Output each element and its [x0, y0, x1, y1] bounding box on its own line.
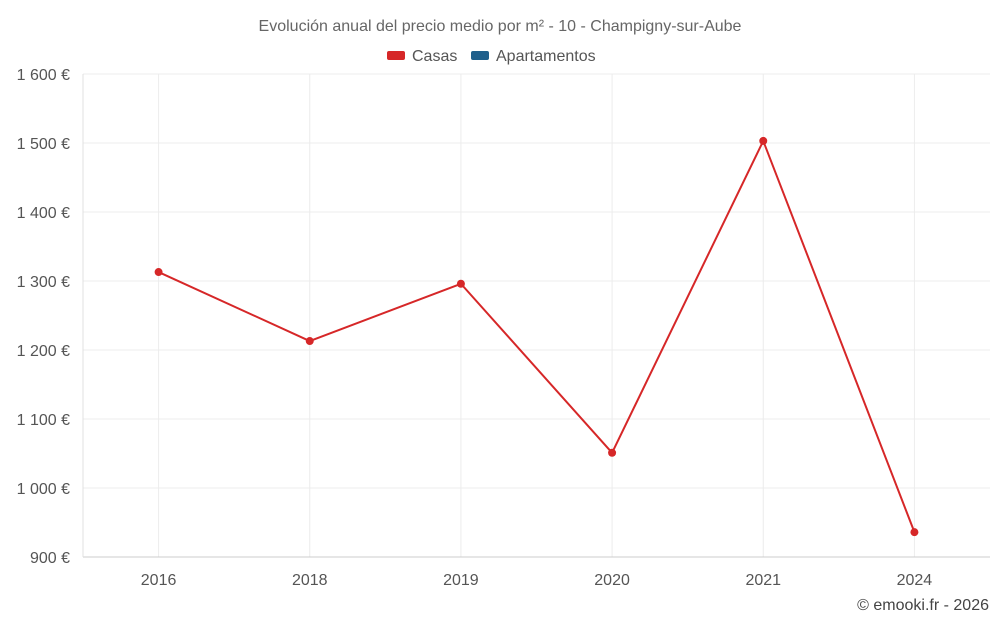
y-tick-label: 1 200 €: [17, 343, 70, 360]
legend-item-apartamentos[interactable]: Apartamentos: [471, 48, 596, 65]
data-point-casas[interactable]: [608, 448, 617, 457]
axes: [82, 74, 990, 558]
legend-swatch-casas: [387, 51, 405, 60]
y-axis-labels: 900 € 1 000 € 1 100 € 1 200 € 1 300 € 1 400 €…: [17, 67, 70, 567]
legend-item-casas[interactable]: Casas: [387, 48, 457, 65]
x-axis-labels: 2016 2018 2019 2020 2021 2024: [141, 572, 933, 589]
data-point-casas[interactable]: [305, 337, 314, 346]
x-tick-label: 2019: [443, 572, 479, 589]
legend-label-apartamentos: Apartamentos: [496, 48, 596, 65]
data-point-casas[interactable]: [154, 268, 163, 277]
x-tick-label: 2021: [745, 572, 781, 589]
y-tick-label: 900 €: [30, 550, 70, 567]
legend-swatch-apartamentos: [471, 51, 489, 60]
y-tick-label: 1 600 €: [17, 67, 70, 84]
series-line-casas: [158, 139, 916, 533]
credit-text: © emooki.fr - 2026: [857, 597, 989, 614]
y-tick-label: 1 300 €: [17, 274, 70, 291]
y-tick-label: 1 500 €: [17, 136, 70, 153]
data-point-casas[interactable]: [456, 279, 465, 288]
y-tick-label: 1 100 €: [17, 412, 70, 429]
data-point-casas[interactable]: [759, 136, 768, 145]
x-tick-label: 2020: [594, 572, 630, 589]
x-tick-label: 2016: [141, 572, 177, 589]
grid: [83, 73, 990, 557]
y-tick-label: 1 400 €: [17, 205, 70, 222]
legend: Casas Apartamentos: [387, 48, 596, 65]
x-tick-label: 2024: [897, 572, 933, 589]
data-point-casas[interactable]: [910, 528, 919, 537]
legend-label-casas: Casas: [412, 48, 457, 65]
y-tick-label: 1 000 €: [17, 481, 70, 498]
chart-title: Evolución anual del precio medio por m² …: [259, 18, 742, 35]
series: [154, 136, 919, 537]
x-tick-label: 2018: [292, 572, 328, 589]
